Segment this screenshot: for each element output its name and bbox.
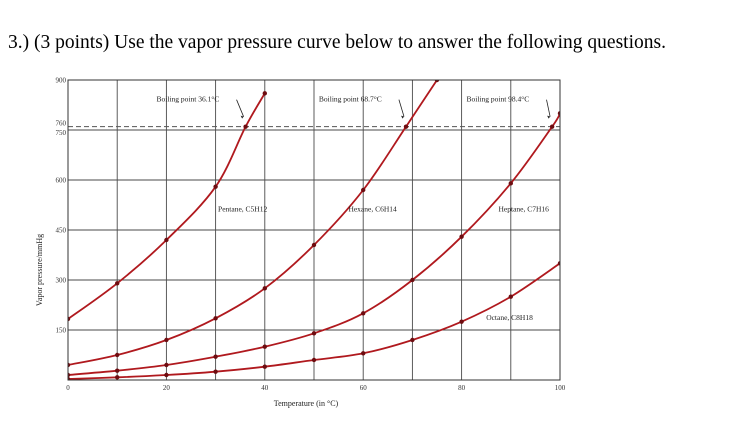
series-label-pentane: Pentane, C5H12 [218,205,267,214]
data-point-pentane [262,91,267,96]
annotation-arrow [546,99,551,117]
data-point-heptane [557,111,560,116]
data-point-heptane [213,354,218,359]
data-point-pentane [68,316,71,322]
series-label-octane: Octane, C8H18 [486,313,533,322]
x-tick-labels: 0 20 40 60 80 100 [66,384,566,392]
y-axis-label: Vapor pressure/mmHg [35,234,44,306]
x-tick-label: 60 [360,384,368,392]
x-tick-label: 100 [555,384,566,392]
data-point-pentane [115,281,120,286]
data-point-hexane [115,352,120,358]
data-point-pentane [213,184,218,189]
arrowhead [401,115,405,119]
data-point-heptane [68,372,71,378]
data-point-pentane [164,237,169,243]
data-point-hexane [434,80,440,83]
data-point-octane [508,294,513,299]
data-point-heptane [508,181,513,186]
x-tick-label: 0 [66,384,70,392]
data-point-heptane [115,368,120,373]
y-tick-label: 600 [56,177,67,185]
data-point-octane [115,375,120,380]
annotation-arrow [236,99,244,117]
arrowhead [547,115,551,119]
curve-hexane [68,80,438,366]
data-point-pentane [243,124,248,129]
data-point-octane [262,364,267,369]
data-point-heptane [410,277,415,283]
data-point-heptane [549,124,555,129]
y-tick-label: 900 [56,77,67,85]
boiling-point-label: Boiling point 36.1°C [157,95,220,104]
boiling-point-annotations: Boiling point 36.1°C Boiling point 68.7°C… [157,95,551,119]
y-tick-label: 750 [56,129,67,137]
data-point-octane [557,261,560,266]
data-point-octane [410,337,415,343]
data-point-hexane [361,187,366,193]
x-axis-label: Temperature (in °C) [274,399,339,408]
data-point-octane [311,357,317,363]
plot-frame [67,79,561,381]
boiling-point-label: Boiling point 98.4°C [467,95,530,104]
x-tick-label: 20 [163,384,171,392]
y-tick-label: 300 [56,277,67,285]
series-label-hexane: Hexane, C6H14 [348,205,397,214]
series-label-heptane: Heptane, C7H16 [499,205,550,214]
chart-grid [68,80,560,380]
series-labels: Pentane, C5H12 Hexane, C6H14 Heptane, C7H1… [218,205,549,322]
data-point-octane [68,376,71,380]
question-text: 3.) (3 points) Use the vapor pressure cu… [8,32,666,53]
data-point-octane [164,372,169,378]
data-point-hexane [403,124,409,129]
data-point-hexane [164,337,169,343]
data-point-octane [459,319,464,324]
data-point-heptane [361,311,366,316]
x-tick-label: 80 [458,384,466,392]
data-point-hexane [213,316,218,321]
points [68,80,560,380]
data-point-heptane [262,344,267,349]
y-tick-label: 150 [56,327,67,335]
data-point-octane [361,351,366,356]
boiling-point-label: Boiling point 68.7°C [319,95,382,104]
annotation-arrow [398,99,405,117]
y-tick-label: 450 [56,227,67,235]
data-point-hexane [68,362,71,368]
data-point-heptane [311,331,317,336]
x-tick-label: 40 [261,384,269,392]
y-tick-label: 760 [56,120,67,128]
plot-border [67,79,561,381]
data-point-hexane [262,286,267,291]
data-point-hexane [311,242,317,248]
arrowhead [240,115,244,119]
data-point-octane [213,369,218,374]
data-point-heptane [164,362,169,368]
data-point-heptane [459,234,464,239]
